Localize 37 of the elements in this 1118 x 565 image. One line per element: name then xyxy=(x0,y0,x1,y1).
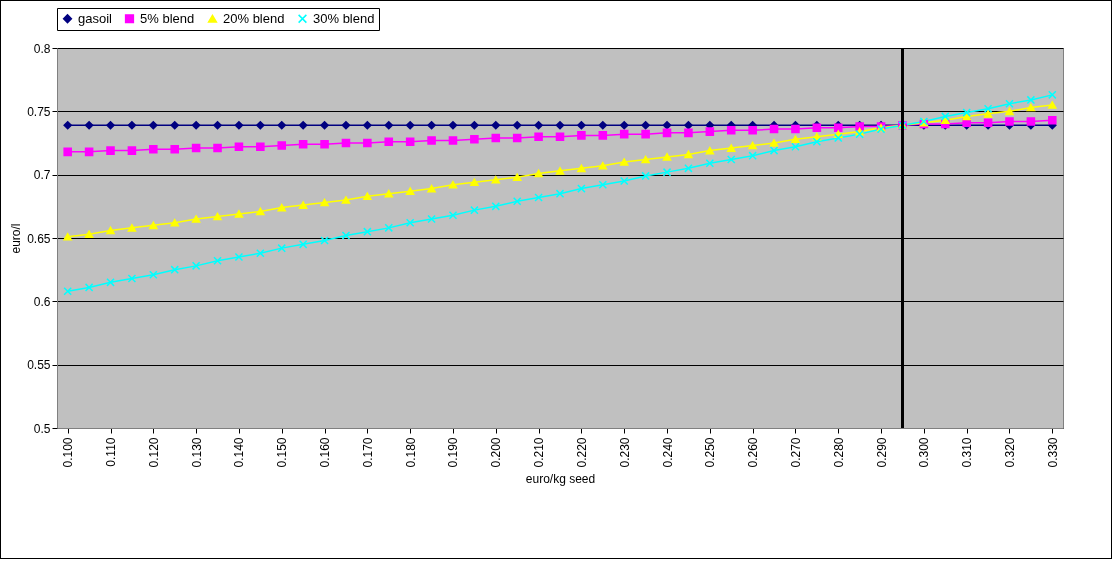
x-tick-label: 0.260 xyxy=(746,437,761,468)
y-tick-label: 0.6 xyxy=(33,294,51,309)
x-tick-label: 0.110 xyxy=(104,437,119,467)
x-tick-label: 0.200 xyxy=(489,437,504,468)
y-axis-title: euro/l xyxy=(9,223,24,254)
x-tick-label: 0.240 xyxy=(660,437,675,468)
x-tick-label: 0.230 xyxy=(617,437,632,468)
x-tick-label: 0.170 xyxy=(360,437,375,468)
x-tick-label: 0.220 xyxy=(574,437,589,468)
x-tick-label: 0.320 xyxy=(1002,437,1017,468)
y-tick-label: 0.75 xyxy=(27,104,51,119)
x-tick-label: 0.190 xyxy=(446,437,461,468)
x-tick-label: 0.210 xyxy=(532,437,547,468)
legend-label: gasoil xyxy=(78,10,113,26)
x-tick-label: 0.130 xyxy=(189,437,204,468)
x-tick-label: 0.290 xyxy=(874,437,889,468)
x-tick-label: 0.330 xyxy=(1045,437,1060,468)
x-tick-label: 0.150 xyxy=(275,437,290,468)
x-tick-label: 0.270 xyxy=(788,437,803,468)
y-tick-label: 0.8 xyxy=(33,41,51,56)
x-tick-label: 0.140 xyxy=(232,437,247,468)
legend-label: 5% blend xyxy=(140,10,195,26)
y-tick-label: 0.55 xyxy=(27,358,51,373)
y-tick-label: 0.65 xyxy=(27,231,51,246)
x-tick-label: 0.280 xyxy=(831,437,846,468)
legend-label: 20% blend xyxy=(223,10,285,26)
y-tick-label: 0.7 xyxy=(33,168,51,183)
x-tick-label: 0.160 xyxy=(318,437,333,468)
x-axis-title: euro/kg seed xyxy=(525,471,596,486)
x-tick-label: 0.300 xyxy=(917,437,932,468)
x-tick-label: 0.100 xyxy=(61,437,76,468)
x-tick-label: 0.250 xyxy=(703,437,718,468)
x-tick-label: 0.180 xyxy=(403,437,418,468)
legend-label: 30% blend xyxy=(313,10,375,26)
x-tick-label: 0.120 xyxy=(146,437,161,468)
y-tick-label: 0.5 xyxy=(33,421,51,436)
x-tick-label: 0.310 xyxy=(960,437,975,468)
